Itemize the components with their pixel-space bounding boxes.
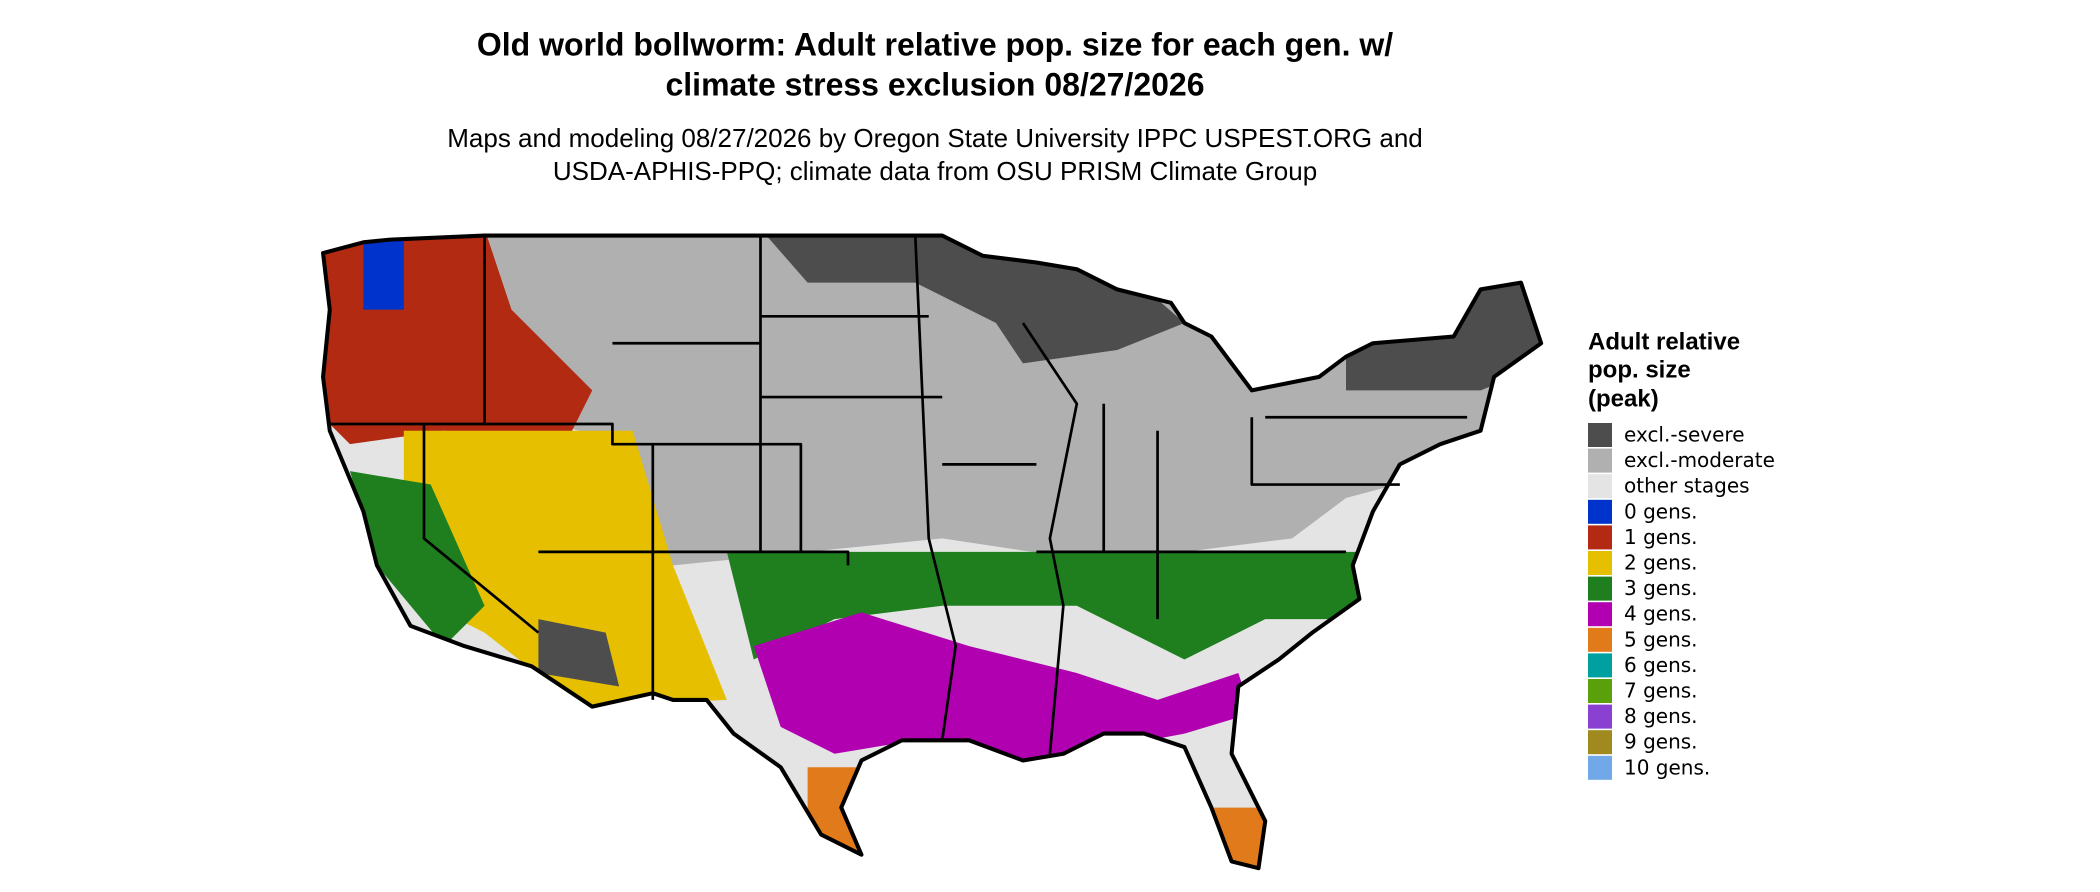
state-lines (329, 235, 1468, 754)
legend-label: 7 gens. (1624, 679, 1698, 703)
legend-label: 1 gens. (1624, 525, 1698, 549)
legend-swatch (1588, 653, 1612, 678)
legend-title: (peak) (1588, 385, 1659, 412)
legend-label: 6 gens. (1624, 653, 1698, 677)
title: Old world bollworm: Adult relative pop. … (477, 26, 1393, 62)
subtitle: USDA-APHIS-PPQ; climate data from OSU PR… (553, 156, 1317, 186)
subtitle: Maps and modeling 08/27/2026 by Oregon S… (447, 123, 1423, 153)
legend-label: 8 gens. (1624, 704, 1698, 728)
legend-swatch (1588, 499, 1612, 524)
legend-swatch (1588, 525, 1612, 550)
map-regions (323, 235, 1542, 869)
legend-swatch (1588, 627, 1612, 652)
legend-swatch (1588, 448, 1612, 473)
map (310, 229, 1548, 875)
legend-label: 4 gens. (1624, 602, 1698, 626)
legend-label: excl.-severe (1624, 423, 1745, 447)
legend-label: 9 gens. (1624, 730, 1698, 754)
legend-label: 5 gens. (1624, 627, 1698, 651)
legend-swatch (1588, 730, 1612, 755)
legend-swatch (1588, 679, 1612, 703)
legend-label: 0 gens. (1624, 499, 1698, 523)
legend-label: 2 gens. (1624, 551, 1698, 575)
legend-swatch (1588, 423, 1612, 447)
legend-label: excl.-moderate (1624, 448, 1775, 472)
legend-swatch (1588, 576, 1612, 601)
legend-label: 3 gens. (1624, 576, 1698, 600)
legend-swatch (1588, 755, 1612, 780)
legend-title: pop. size (1588, 356, 1691, 383)
title: climate stress exclusion 08/27/2026 (665, 66, 1204, 102)
legend-swatch (1588, 474, 1612, 499)
legend-label: other stages (1624, 474, 1750, 498)
legend-swatch (1588, 551, 1612, 575)
legend-swatch (1588, 602, 1612, 627)
legend-label: 10 gens. (1624, 755, 1710, 779)
legend-swatch (1588, 704, 1612, 729)
legend: Adult relative pop. size (peak) excl.-se… (1588, 328, 1775, 780)
legend-title: Adult relative (1588, 328, 1740, 355)
